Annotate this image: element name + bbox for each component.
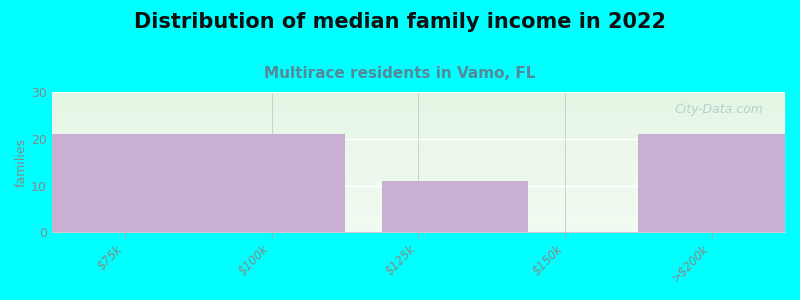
Bar: [382, 181, 528, 233]
Text: Distribution of median family income in 2022: Distribution of median family income in …: [134, 12, 666, 32]
Text: City-Data.com: City-Data.com: [674, 103, 763, 116]
Text: Multirace residents in Vamo, FL: Multirace residents in Vamo, FL: [264, 66, 536, 81]
Bar: [638, 134, 785, 232]
Bar: [51, 134, 345, 232]
Y-axis label: families: families: [15, 138, 28, 187]
